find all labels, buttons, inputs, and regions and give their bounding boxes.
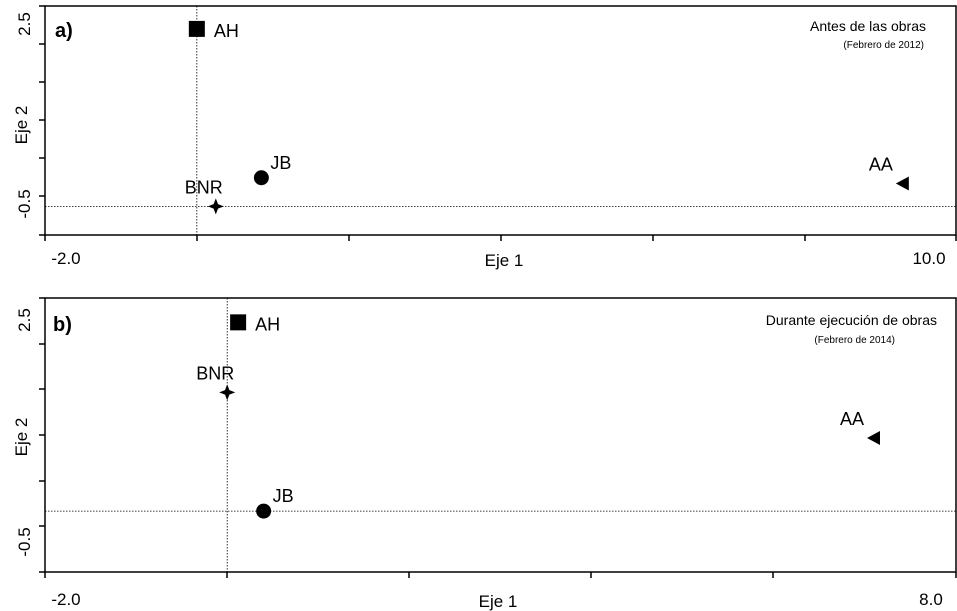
point-jb-marker [253, 170, 269, 186]
panel-b-reference-lines [45, 298, 956, 572]
panel-a-axis-ticks [39, 5, 957, 241]
panel-a-subtitle: (Febrero de 2012) [843, 40, 924, 51]
panel-a: a) Antes de las obras (Febrero de 2012) … [12, 5, 957, 270]
panel-b-x-tick-max: 8.0 [919, 590, 943, 609]
panel-a-label: a) [55, 20, 73, 42]
panel-b: b) Durante ejecución de obras (Febrero d… [12, 297, 957, 611]
point-bnr-label: BNR [196, 363, 234, 383]
panel-a-points: AH JB BNR AA [185, 20, 909, 215]
point-aa-label: AA [840, 409, 864, 429]
point-jb-label: JB [270, 153, 291, 173]
point-aa-label: AA [869, 154, 893, 174]
panel-b-x-axis-label: Eje 1 [479, 592, 518, 611]
panel-a-y-tick-bottom: -0.5 [15, 189, 34, 218]
panel-a-reference-lines [45, 6, 956, 235]
point-jb-label: JB [273, 486, 294, 506]
panel-b-label: b) [53, 314, 72, 336]
point-ah-label: AH [255, 314, 280, 334]
panel-a-x-tick-max: 10.0 [912, 249, 945, 268]
panel-b-points: AH BNR JB AA [196, 314, 881, 519]
panel-b-axis-ticks [39, 297, 957, 578]
panel-b-x-tick-min: -2.0 [51, 590, 80, 609]
point-aa-marker [867, 431, 881, 446]
panel-a-frame [44, 5, 957, 236]
panel-a-x-axis-label: Eje 1 [485, 251, 524, 270]
point-aa-marker [895, 176, 909, 191]
panel-a-y-axis-label: Eje 2 [12, 106, 31, 145]
panel-a-y-tick-top: 2.5 [15, 12, 34, 36]
panel-a-title: Antes de las obras [810, 18, 926, 34]
point-ah-marker [230, 314, 247, 331]
point-ah-marker [188, 20, 205, 37]
panel-b-y-tick-top: 2.5 [15, 308, 34, 332]
panel-b-y-tick-bottom: -0.5 [15, 527, 34, 556]
point-ah-label: AH [214, 21, 239, 41]
panel-b-y-axis-label: Eje 2 [12, 418, 31, 457]
panel-b-title: Durante ejecución de obras [766, 312, 937, 328]
point-jb-marker [256, 503, 272, 519]
point-bnr-marker [219, 384, 236, 401]
point-bnr-label: BNR [185, 177, 223, 197]
point-bnr-marker [207, 198, 224, 215]
panel-a-x-tick-min: -2.0 [51, 249, 80, 268]
panel-b-subtitle: (Febrero de 2014) [814, 335, 895, 346]
